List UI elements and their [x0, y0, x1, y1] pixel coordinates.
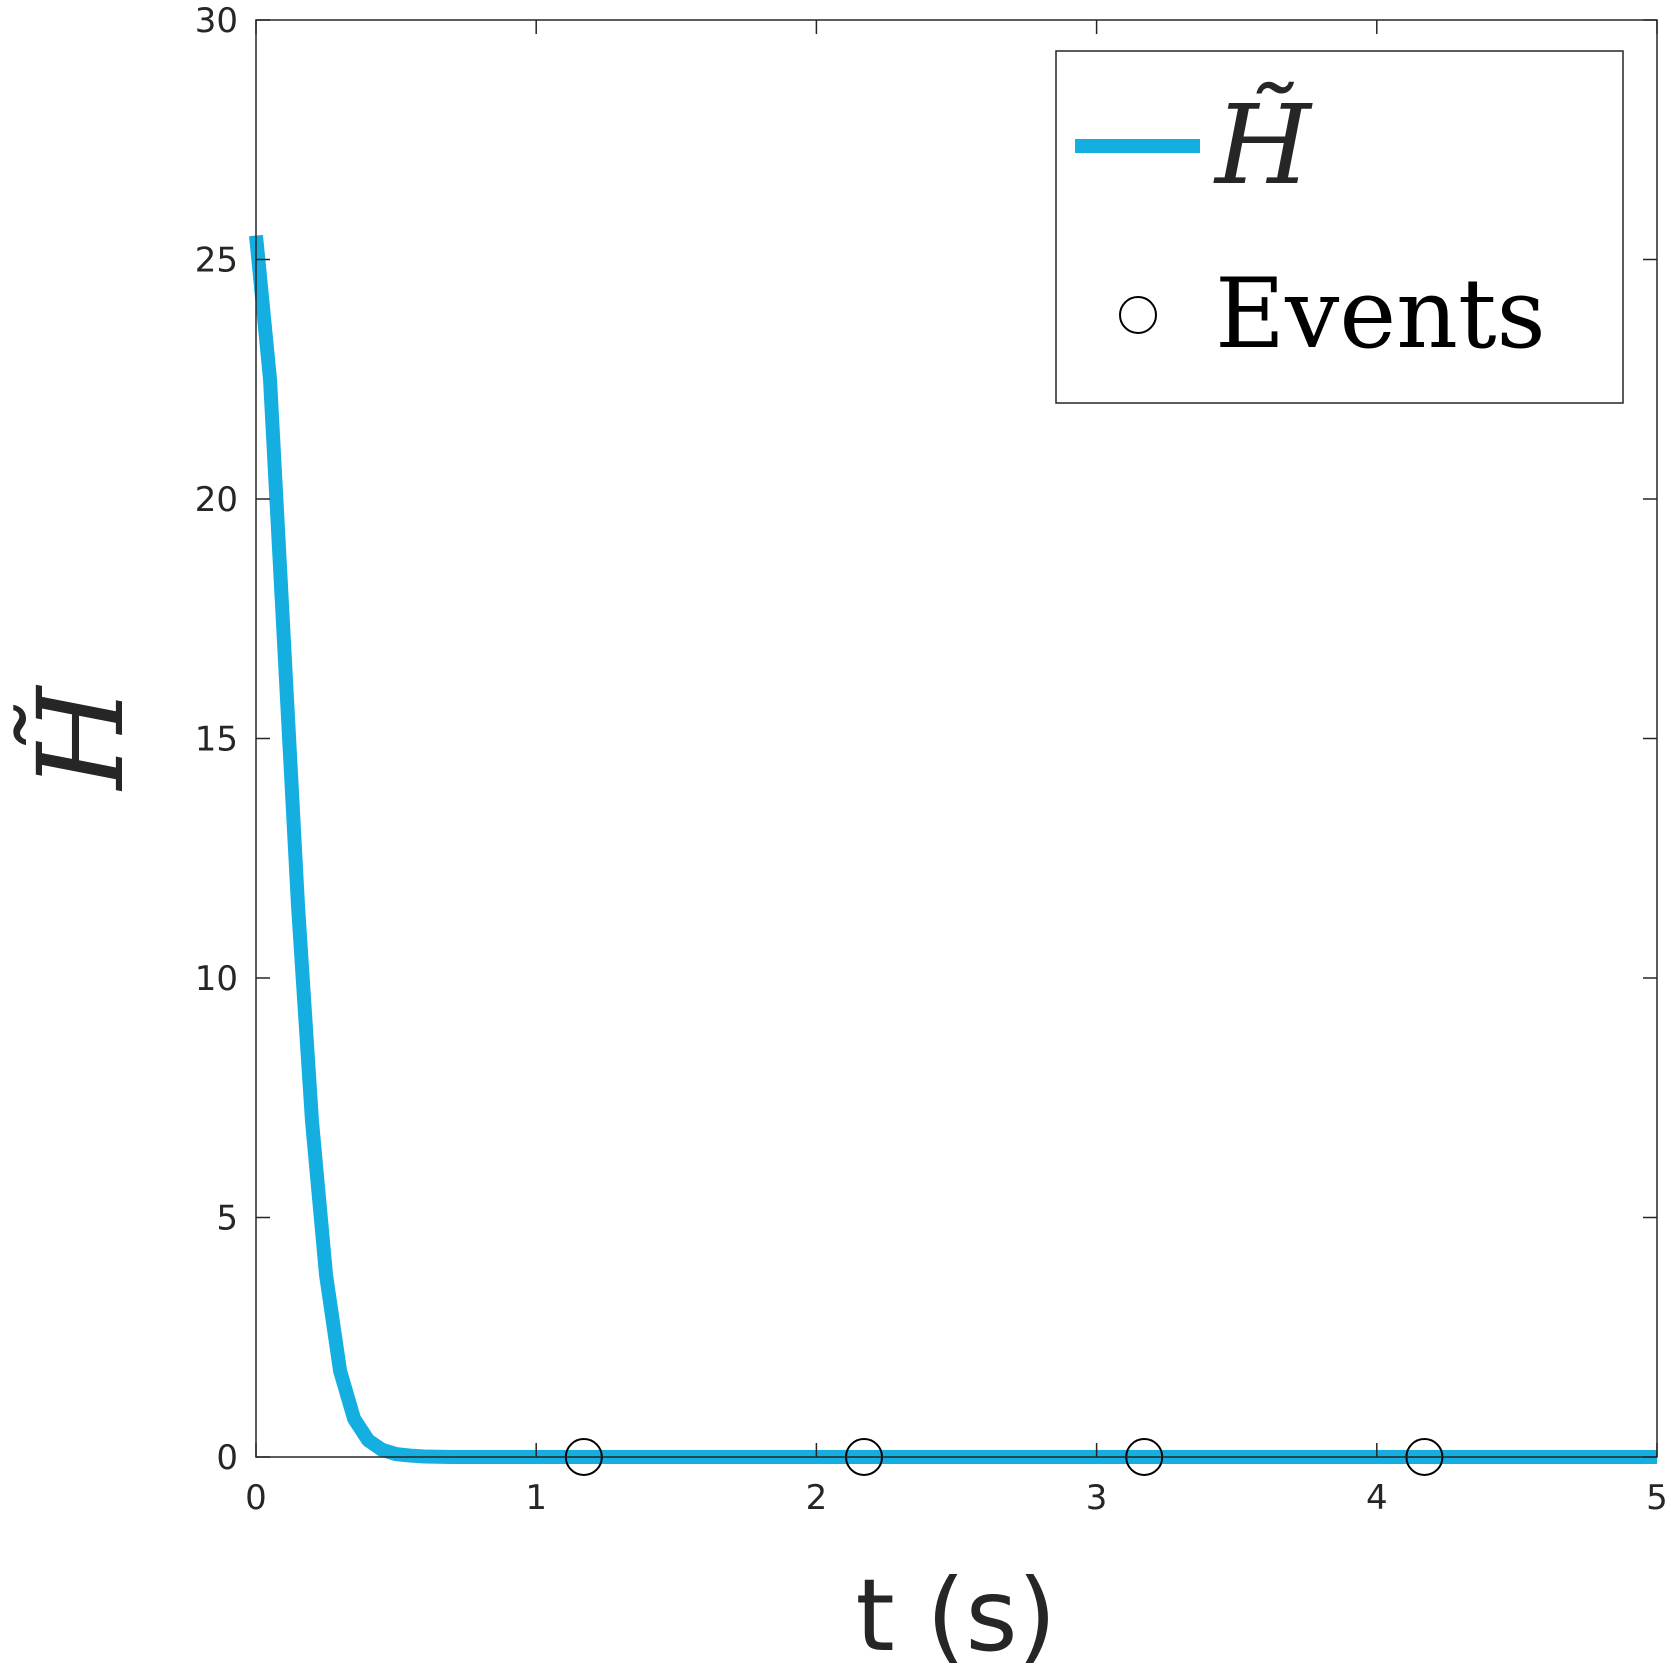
y-tick-label: 25	[195, 241, 238, 281]
x-tick-label: 2	[806, 1478, 828, 1518]
legend-marker-events	[1119, 296, 1157, 334]
x-tick-label: 1	[525, 1478, 547, 1518]
legend-box	[1055, 50, 1624, 404]
legend: H̃ Events	[1055, 50, 1624, 404]
y-tick-label: 15	[195, 720, 238, 760]
x-tick-label: 0	[245, 1478, 267, 1518]
x-tick-label: 5	[1646, 1478, 1668, 1518]
ticks: 0 1 2 3 4 5 0 5 10 15 20 25 30	[195, 1, 1668, 1518]
x-tick-label: 4	[1366, 1478, 1388, 1518]
y-tick-label: 30	[195, 1, 238, 41]
y-tick-label: 20	[195, 480, 238, 520]
legend-label-h-tilde: H̃	[1213, 81, 1313, 209]
y-axis-title: H̃	[12, 684, 150, 791]
y-tick-label: 5	[216, 1199, 238, 1239]
x-axis-title: t (s)	[855, 1557, 1056, 1672]
y-tick-label: 0	[216, 1438, 238, 1478]
x-tick-label: 3	[1086, 1478, 1108, 1518]
y-tick-label: 10	[195, 959, 238, 999]
legend-label-events: Events	[1215, 258, 1546, 370]
